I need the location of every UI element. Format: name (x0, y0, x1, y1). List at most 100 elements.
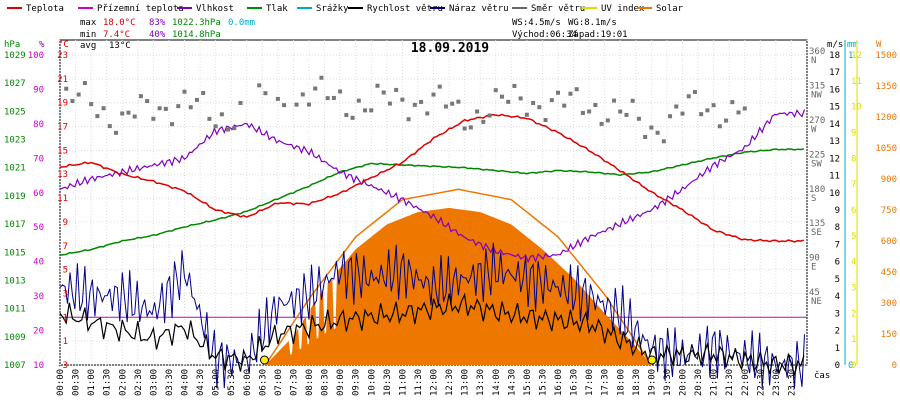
temp-tick: 9 (63, 218, 68, 228)
sunset-marker (647, 355, 657, 365)
temperature-line (59, 113, 805, 243)
temp-tick: -1 (57, 337, 68, 347)
temp-tick: 13 (57, 170, 68, 180)
dir-name: W (811, 125, 817, 135)
wind-direction-point (331, 95, 336, 100)
wind-gust-max: WG:8.1m/s (568, 18, 617, 28)
wind-direction-point (194, 97, 199, 102)
wind-direction-point (400, 97, 405, 102)
wind-direction-point (182, 89, 187, 94)
wind-direction-point (556, 90, 560, 95)
wind-direction-point (543, 118, 548, 123)
pct-tick: 10 (33, 361, 44, 371)
wind-direction-point (157, 106, 162, 111)
wind-direction-point (95, 114, 100, 119)
ms-tick: 15 (829, 103, 840, 113)
pct-tick: 40 (33, 258, 44, 268)
x-tick-label: 17:00 (585, 369, 595, 396)
uv-tick: 10 (851, 103, 862, 113)
wind-direction-point (188, 105, 193, 110)
wind-direction-point (257, 83, 262, 88)
wind-direction-point (724, 118, 729, 123)
wind-direction-point (593, 103, 598, 108)
wind-direction-point (481, 119, 486, 124)
x-tick-label: 00:30 (72, 369, 82, 396)
wind-direction-point (213, 124, 218, 129)
max-temp: 18.0°C (103, 18, 136, 28)
wind-direction-point (89, 102, 94, 107)
x-tick-label: 08:00 (305, 369, 315, 396)
wind-direction-point (425, 111, 430, 116)
x-tick-label: 23:00 (772, 369, 782, 396)
wind-direction-point (176, 104, 181, 109)
uv-tick: 11 (851, 77, 862, 87)
chart-title: 18.09.2019 (411, 41, 489, 56)
wind-direction-point (419, 99, 424, 104)
wind-direction-point (680, 111, 685, 116)
wind-direction-point (64, 86, 69, 91)
w-tick: 1500 (875, 51, 897, 61)
x-tick-label: 16:00 (554, 369, 564, 396)
dir-degree: 135 (809, 219, 825, 229)
avg-temp: 13°C (109, 41, 131, 51)
wind-direction-point (114, 130, 119, 135)
mm-tick: 0 (848, 361, 853, 371)
ms-tick: 11 (829, 172, 840, 182)
legend-label: Přízemní teplota (97, 4, 184, 14)
wind-direction-point (499, 94, 504, 99)
x-tick-label: 10:30 (383, 369, 393, 396)
wind-direction-point (70, 98, 75, 103)
dir-degree: 90 (809, 254, 820, 264)
wind-direction-point (406, 117, 411, 122)
uv-tick: 7 (851, 180, 856, 190)
ms-tick: 4 (835, 292, 840, 302)
dir-name: N (811, 56, 816, 66)
wind-direction-point (325, 96, 330, 101)
wind-gust-line (59, 242, 805, 389)
x-tick-label: 22:00 (741, 369, 751, 396)
uv-tick: 9 (851, 129, 856, 139)
pct-tick: 60 (33, 189, 44, 199)
wind-direction-point (599, 121, 604, 126)
x-tick-label: 03:00 (149, 369, 159, 396)
w-tick: 0 (892, 361, 897, 371)
wind-direction-point (605, 118, 610, 123)
wind-direction-point (338, 89, 343, 94)
uv-tick: 2 (851, 309, 856, 319)
wind-direction-point (562, 103, 567, 108)
dir-degree: 225 (809, 150, 825, 160)
legend-label: UV index (601, 4, 645, 14)
pct-tick: 30 (33, 292, 44, 302)
hpa-tick: 1009 (4, 333, 26, 343)
wind-direction-point (462, 126, 467, 131)
wind-direction-point (219, 112, 224, 117)
wind-direction-point (512, 83, 517, 88)
x-tick-label: 20:00 (679, 369, 689, 396)
wind-speed-line (59, 292, 805, 376)
wind-direction-point (132, 114, 137, 119)
dir-name: SW (811, 159, 822, 169)
w-unit: W (876, 40, 882, 50)
hpa-tick: 1017 (4, 220, 26, 230)
uv-tick: 3 (851, 284, 856, 294)
wind-direction-point (313, 86, 318, 91)
wind-direction-point (736, 110, 741, 115)
ms-tick: 5 (835, 275, 840, 285)
avg-label: avg (80, 41, 96, 51)
w-tick: 150 (881, 330, 897, 340)
x-tick-label: 04:30 (196, 369, 206, 396)
wind-direction-point (300, 92, 305, 97)
ms-tick: 8 (835, 223, 840, 233)
wind-direction-point (120, 111, 125, 116)
hpa-tick: 1023 (4, 136, 26, 146)
pct-tick: 90 (33, 85, 44, 95)
x-tick-label: 21:00 (710, 369, 720, 396)
x-tick-label: 07:00 (274, 369, 284, 396)
sunrise-marker (259, 355, 269, 365)
ms-tick: 13 (829, 137, 840, 147)
temp-tick: 5 (63, 266, 68, 276)
temp-tick: 21 (57, 75, 68, 85)
legend-label: Solar (656, 4, 684, 14)
wind-direction-point (107, 124, 112, 129)
uv-tick: 8 (851, 154, 856, 164)
